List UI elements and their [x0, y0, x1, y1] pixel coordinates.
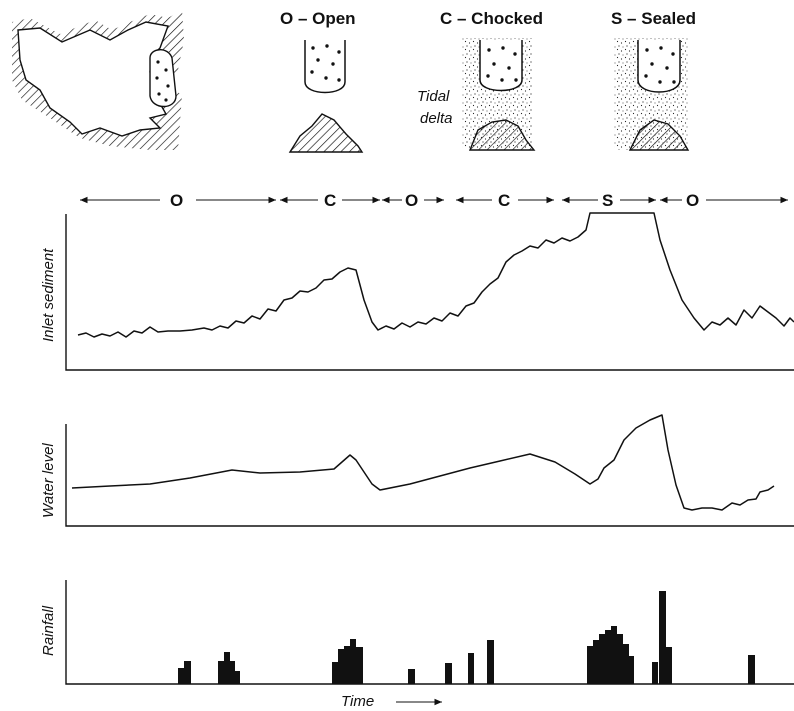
rain-bar [445, 663, 452, 684]
rain-bar [178, 668, 184, 684]
rain-bar [652, 662, 658, 684]
rain-bar [468, 653, 474, 684]
legend-open-label: O – Open [280, 9, 356, 28]
phase-label-3: O [405, 191, 418, 210]
phase-label-6: O [686, 191, 699, 210]
rainfall-axis-label: Rainfall [40, 605, 57, 656]
legend-open: O – Open [280, 9, 364, 153]
rain-bar [235, 671, 240, 684]
inlet-sediment-curve [77, 212, 794, 338]
rain-bar [605, 630, 611, 684]
legend-chocked: C – Chocked Tidal delta [417, 9, 543, 151]
phase-label-2: C [324, 191, 336, 210]
legend-chocked-label: C – Chocked [440, 9, 543, 28]
rain-bar [184, 661, 191, 684]
rain-bar [350, 639, 356, 684]
rain-bar [617, 634, 623, 684]
rain-bar [332, 662, 338, 684]
panel-rainfall: Rainfall [40, 580, 794, 710]
rain-bar [623, 644, 629, 684]
rain-bar [218, 661, 224, 684]
legend-sealed: S – Sealed [611, 9, 696, 151]
panel-inlet-sediment: Inlet sediment [40, 212, 794, 371]
rain-bar [224, 652, 230, 684]
tidal-delta-label-line2: delta [420, 110, 453, 127]
rain-bar [344, 646, 350, 684]
panel-water-level: Water level [40, 414, 794, 527]
rain-bar [408, 669, 415, 684]
rain-bar [487, 640, 494, 684]
rain-bar [611, 626, 617, 684]
inlet-sediment-axis-label: Inlet sediment [40, 248, 57, 342]
rain-bar [629, 656, 634, 684]
lagoon-map-sketch [12, 10, 184, 150]
phase-row: O C O C S O [80, 191, 788, 210]
rain-bar [587, 646, 593, 684]
rain-bar [356, 647, 363, 684]
rain-bar [666, 647, 672, 684]
water-level-curve [71, 414, 775, 511]
legend-sealed-label: S – Sealed [611, 9, 696, 28]
rain-bar [230, 661, 235, 684]
water-level-axis-label: Water level [40, 443, 57, 518]
tidal-delta-label-line1: Tidal [417, 88, 450, 105]
rain-bar [593, 640, 599, 684]
phase-label-5: S [602, 191, 613, 210]
rain-bar [659, 591, 666, 684]
time-axis-label: Time [341, 693, 374, 710]
rain-bar [599, 634, 605, 684]
rain-bar [338, 649, 344, 684]
phase-label-4: C [498, 191, 510, 210]
rainfall-bars [178, 591, 755, 684]
phase-label-1: O [170, 191, 183, 210]
rain-bar [748, 655, 755, 684]
